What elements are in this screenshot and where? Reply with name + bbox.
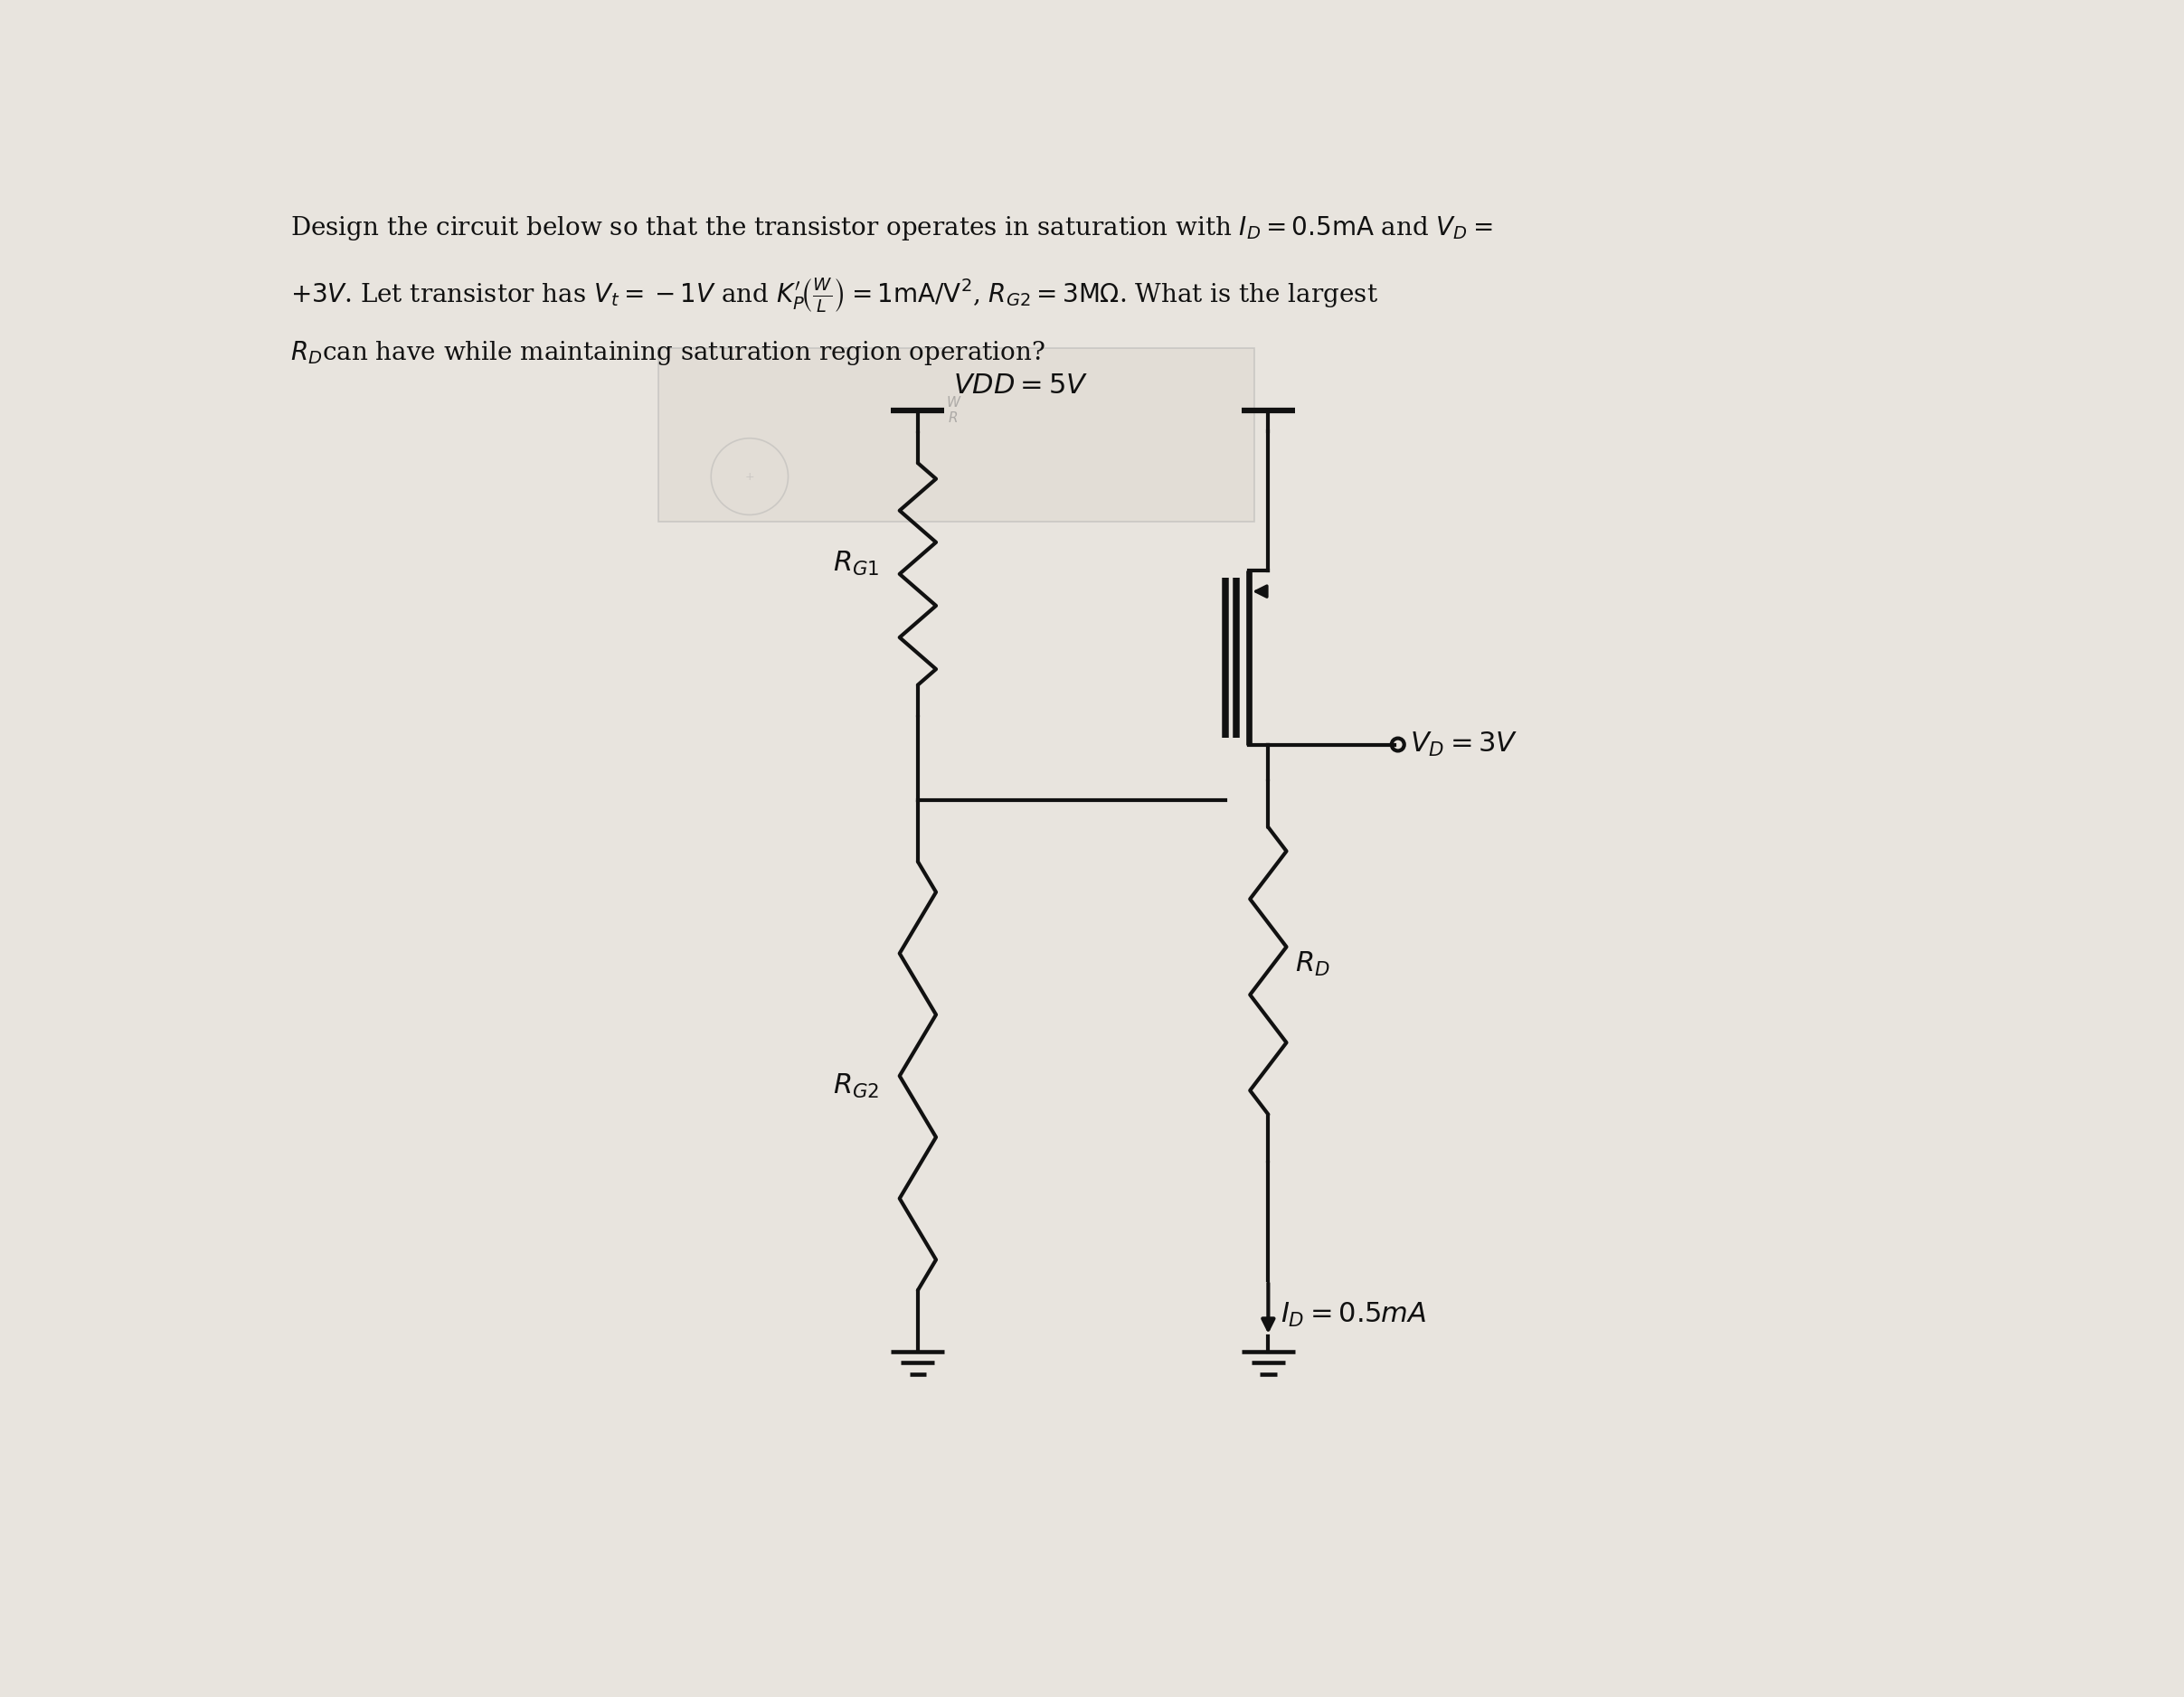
Text: $\mathit{R_{G1}}$: $\mathit{R_{G1}}$ (832, 550, 880, 577)
Text: $\mathit{VDD=5V}$: $\mathit{VDD=5V}$ (952, 372, 1088, 400)
Text: $+3V$. Let transistor has $V_t = -1V$ and $K_P^{\prime}\!\left(\frac{W}{L}\right: $+3V$. Let transistor has $V_t = -1V$ an… (290, 277, 1378, 314)
Text: W
R: W R (946, 395, 959, 424)
Text: $\mathit{I_D}$$\mathit{=0.5mA}$: $\mathit{I_D}$$\mathit{=0.5mA}$ (1280, 1302, 1426, 1329)
Text: $\mathit{V_D}$$\mathit{=3V}$: $\mathit{V_D}$$\mathit{=3V}$ (1411, 730, 1518, 759)
Text: Design the circuit below so that the transistor operates in saturation with $I_D: Design the circuit below so that the tra… (290, 214, 1494, 243)
Text: $R_D$can have while maintaining saturation region operation?: $R_D$can have while maintaining saturati… (290, 339, 1046, 368)
Bar (660, 348, 1254, 521)
Text: +: + (745, 470, 753, 482)
Text: $\mathit{R_{G2}}$: $\mathit{R_{G2}}$ (832, 1073, 880, 1100)
Text: $\mathit{R_D}$: $\mathit{R_D}$ (1295, 950, 1330, 977)
